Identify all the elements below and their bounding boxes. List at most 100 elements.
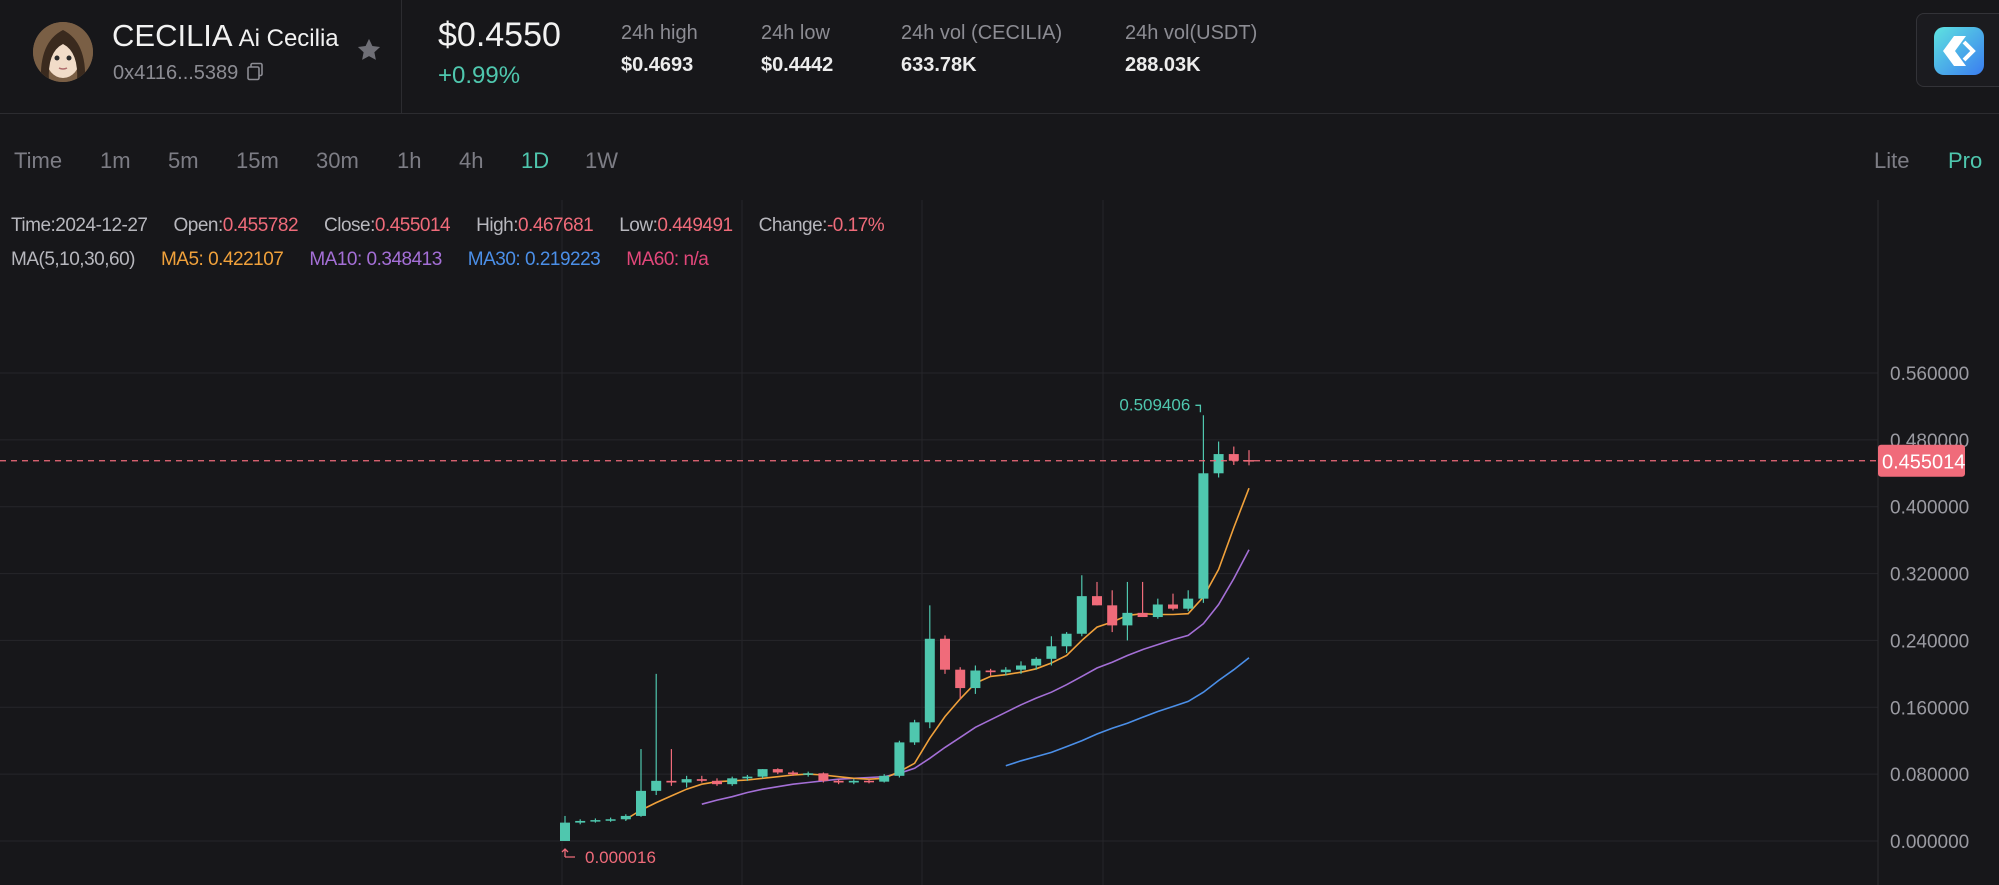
candle-body [1183,598,1194,609]
candle-body [772,769,783,773]
price-change: +0.99% [438,62,521,89]
interval-4h[interactable]: 4h [459,148,484,173]
app-logo-button[interactable] [1916,13,1999,87]
stat-label: 24h vol (CECILIA) [901,22,1063,44]
candle-body [1198,473,1209,599]
ma60-value: MA60: n/a [626,249,709,270]
current-price-tag-label: 0.455014 [1882,452,1965,474]
y-tick-label: 0.560000 [1890,364,1969,385]
mode-pro[interactable]: Pro [1948,148,1983,173]
token-header: CECILIA Ai Cecilia 0x4116...5389 $0.4550 … [0,0,1999,114]
stat-value: 633.78K [901,54,977,76]
candle-body [1152,604,1163,618]
stat-value: $0.4693 [621,54,694,76]
close-label: Close: [324,215,375,236]
y-tick-label: 0.000000 [1890,832,1969,853]
ma10-line [701,549,1250,805]
stat-label: 24h high [621,22,698,44]
high-value: 0.467681 [517,215,594,236]
y-tick-label: 0.400000 [1890,498,1969,519]
candle-body [696,779,707,781]
ma5-value: MA5: 0.422107 [160,249,284,270]
ma5-line [625,487,1250,820]
current-price: $0.4550 [438,16,561,54]
interval-1h[interactable]: 1h [397,148,422,173]
ohlc-info-row: Time:2024-12-27 Open:0.455782 Close:0.4550… [11,215,885,237]
candle-body [681,779,692,783]
interval-1w[interactable]: 1W [585,148,618,173]
max-price-arrow [1195,404,1202,413]
candle-body [1092,596,1102,606]
token-avatar [33,22,93,82]
candle-body [590,820,601,822]
candle-body [605,819,616,821]
high-label: High: [476,215,518,236]
min-price-label: 0.000016 [585,848,656,867]
stat-value: $0.4442 [761,54,834,76]
candle-body [1016,665,1026,670]
ma10-value: MA10: 0.348413 [309,249,442,270]
interval-5m[interactable]: 5m [168,148,199,173]
candle-body [1031,658,1042,666]
candle-body [803,773,814,775]
candlestick-chart[interactable]: 0.5600000.4800000.4000000.3200000.240000… [0,200,1999,885]
token-fullname: Ai Cecilia [238,25,339,52]
candle-body [712,780,722,785]
copy-icon[interactable] [246,62,265,87]
time-label: Time: [11,215,56,236]
candle-body [985,670,996,673]
price-chart[interactable]: 0.560000 0.480000 0.400000 0.320000 0.240000… [0,200,1999,885]
candle-body [742,776,753,779]
token-name-block: CECILIA Ai Cecilia [112,18,339,54]
candle-body [1137,612,1148,618]
candle-body [651,780,662,791]
interval-30m[interactable]: 30m [316,148,359,173]
candle-body [727,778,738,785]
interval-15m[interactable]: 15m [236,148,279,173]
candle-body [1228,454,1239,461]
stat-24h-vol-usdt: 24h vol(USDT) 288.03K [1125,22,1257,77]
change-label: Change: [758,215,828,236]
candle-body [909,722,920,743]
candle-body [924,638,935,723]
stat-24h-vol-token: 24h vol (CECILIA) 633.78K [901,22,1062,77]
mode-lite[interactable]: Lite [1874,148,1910,173]
candle-body [575,820,586,823]
time-value: 2024-12-27 [55,215,148,236]
y-tick-label: 0.320000 [1890,565,1969,586]
ma30-line [1005,657,1250,767]
interval-time[interactable]: Time [14,148,63,173]
contract-address-row: 0x4116...5389 [113,62,265,87]
candle-body [1122,612,1133,626]
y-tick-label: 0.160000 [1890,698,1969,719]
candle-body [620,815,631,820]
low-value: 0.449491 [657,215,733,236]
candle-body [818,773,829,781]
interval-1m[interactable]: 1m [100,148,131,173]
interval-1d[interactable]: 1D [521,148,550,173]
stat-24h-low: 24h low $0.4442 [761,22,833,77]
contract-address: 0x4116...5389 [113,62,239,84]
candle-body [1213,454,1224,474]
max-price-label: 0.509406 [1119,395,1190,414]
candle-body [955,669,966,689]
candle-body [1076,596,1087,634]
favorite-star-icon[interactable] [355,36,383,69]
candle-body [940,638,950,670]
candle-body [879,775,890,782]
candle-body [560,822,570,841]
change-value: -0.17% [826,215,885,236]
candle-body [848,780,859,783]
min-price-arrow [561,848,575,858]
candle-body [788,772,798,775]
stat-label: 24h vol(USDT) [1125,22,1258,44]
ma30-value: MA30: 0.219223 [467,249,601,270]
candle-body [666,780,677,783]
candle-body [833,780,844,783]
candle-body [864,780,874,783]
candle-body [1000,669,1011,673]
candle-body [1046,646,1057,659]
stat-value: 288.03K [1125,54,1201,76]
token-symbol: CECILIA [112,18,233,53]
stat-24h-high: 24h high $0.4693 [621,22,698,77]
